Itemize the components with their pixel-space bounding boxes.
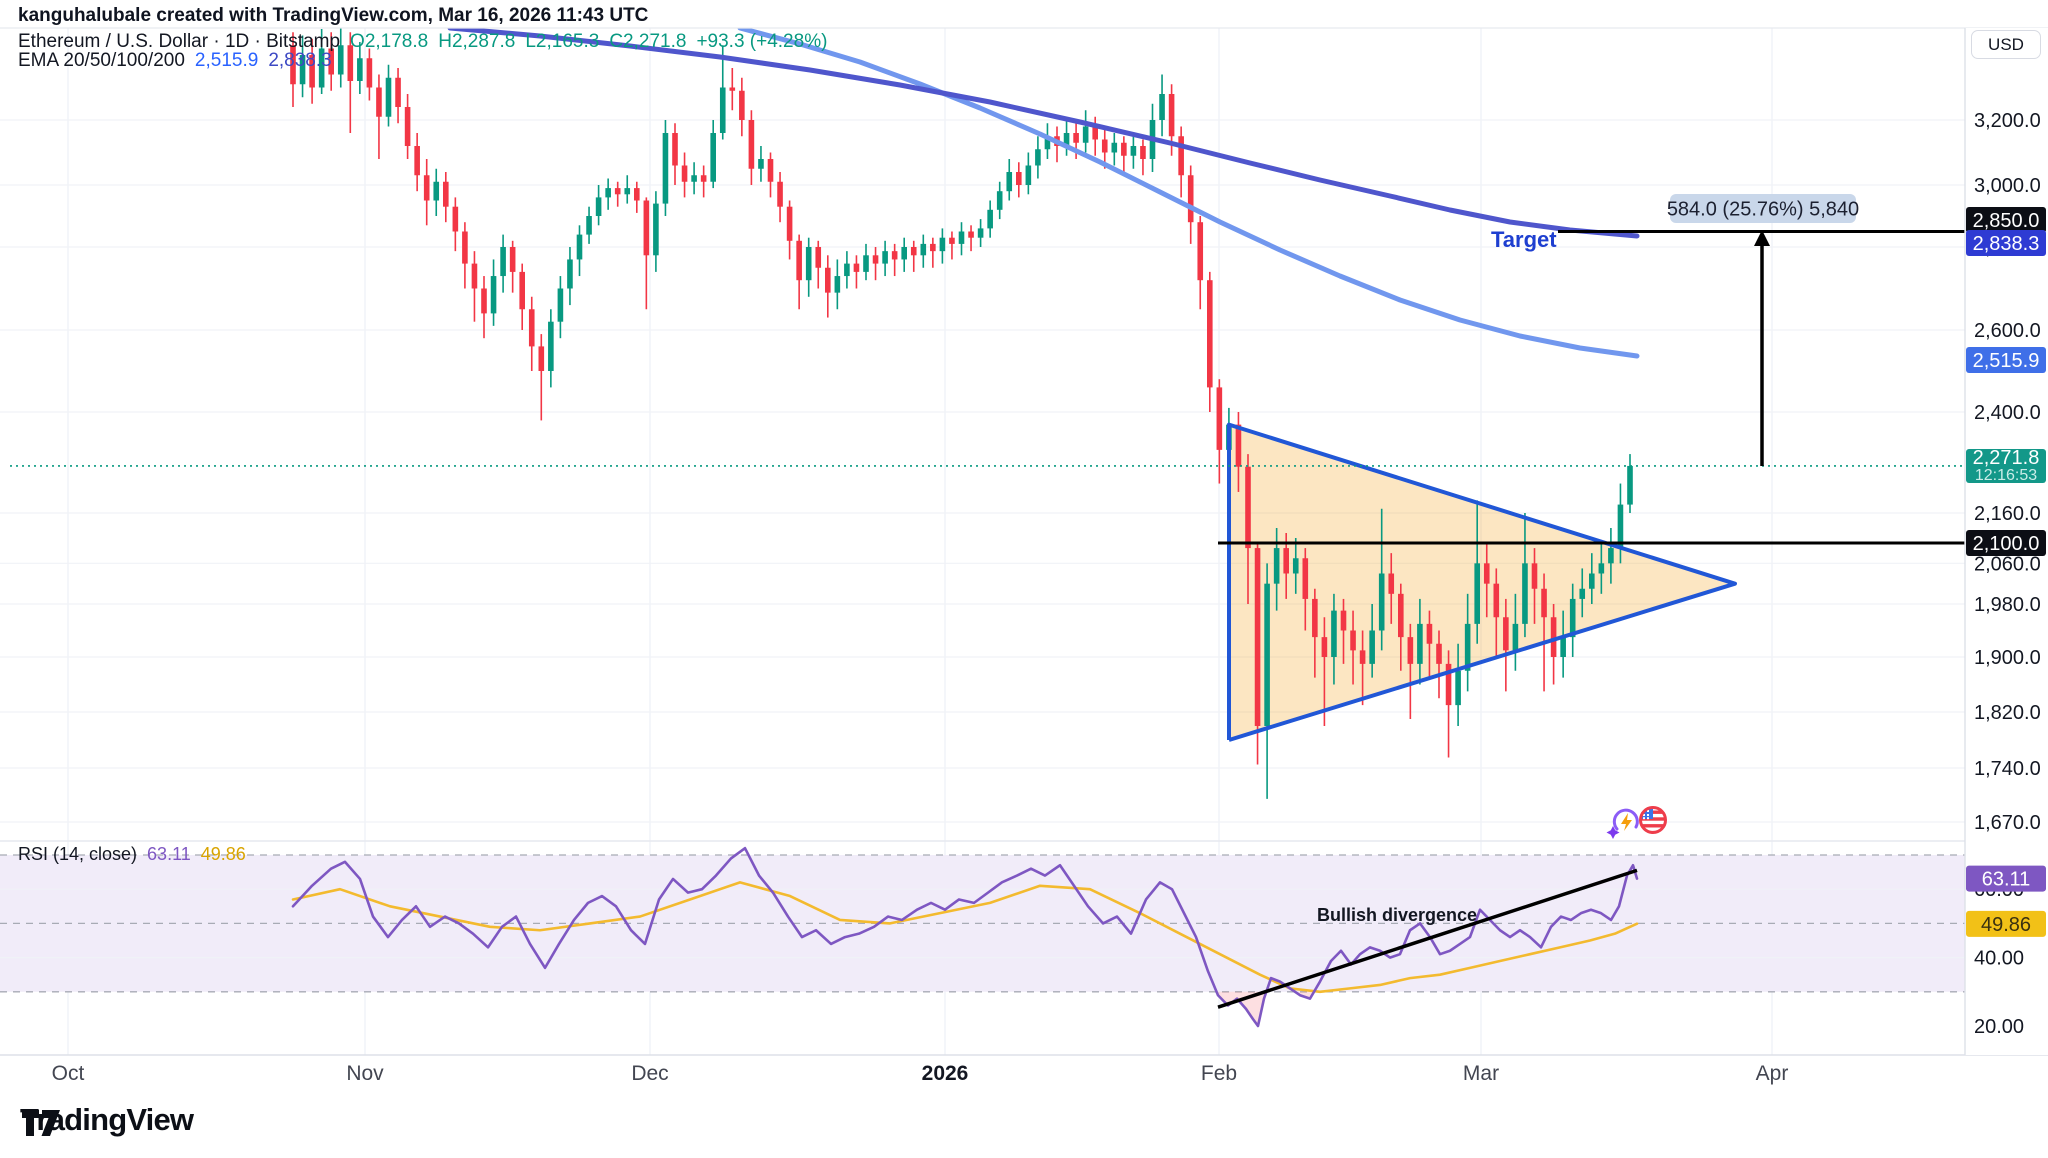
rsi-line bbox=[291, 846, 1639, 1028]
ema-100-line bbox=[737, 28, 1640, 359]
svg-text:2,271.8: 2,271.8 bbox=[1973, 447, 2040, 469]
svg-text:2,838.3: 2,838.3 bbox=[1973, 233, 2040, 255]
price-tick-label: 1,740.0 bbox=[1974, 758, 2041, 780]
price-axis-badge bbox=[1966, 449, 2046, 483]
time-axis[interactable]: Oct Nov Dec 2026 Feb Mar Apr bbox=[52, 1062, 1789, 1085]
time-tick-label: Oct bbox=[52, 1062, 85, 1085]
divergence-label: Bullish divergence bbox=[1317, 905, 1477, 925]
rsi-tick-label: 20.00 bbox=[1974, 1016, 2024, 1038]
event-icons[interactable] bbox=[1606, 806, 1667, 840]
rsi-ma-line bbox=[291, 881, 1639, 994]
triangle-pattern-fill bbox=[1229, 424, 1735, 740]
time-tick-label: Feb bbox=[1201, 1062, 1237, 1085]
price-axis-badge bbox=[1966, 347, 2046, 373]
price-tick-label: 1,670.0 bbox=[1974, 812, 2041, 834]
measure-arrow-head bbox=[1754, 230, 1770, 246]
divergence-trendline bbox=[1217, 868, 1638, 1009]
tradingview-logo-icon bbox=[22, 1110, 60, 1136]
tradingview-logo[interactable]: TradingView bbox=[20, 1102, 194, 1138]
currency-toggle-button[interactable]: USD bbox=[1971, 30, 2041, 59]
time-tick-label: Nov bbox=[346, 1062, 384, 1085]
target-annotation[interactable]: Target 584.0 (25.76%) 5,840 bbox=[1491, 194, 1965, 466]
rsi-axis-badge bbox=[1966, 865, 2046, 892]
price-axis[interactable]: 3,200.03,000.02,800.02,600.02,400.02,160… bbox=[1964, 28, 2048, 1055]
svg-text:2,515.9: 2,515.9 bbox=[1973, 350, 2040, 372]
price-tick-label: 3,000.0 bbox=[1974, 175, 2041, 197]
rsi-oversold-fill bbox=[1216, 991, 1267, 1026]
rsi-axis-badge bbox=[1966, 910, 2046, 937]
ai-spark-event-icon bbox=[1606, 808, 1639, 839]
price-tick-label: 2,600.0 bbox=[1974, 320, 2041, 342]
price-tick-label: 3,200.0 bbox=[1974, 110, 2041, 132]
price-tick-label: 1,820.0 bbox=[1974, 702, 2041, 724]
price-tick-label: 1,900.0 bbox=[1974, 647, 2041, 669]
price-axis-badge bbox=[1966, 207, 2046, 233]
price-tick-label: 1,980.0 bbox=[1974, 594, 2041, 616]
time-tick-label: Mar bbox=[1463, 1062, 1499, 1085]
measure-value-text: 584.0 (25.76%) 5,840 bbox=[1667, 199, 1859, 221]
price-tick-label: 2,400.0 bbox=[1974, 402, 2041, 424]
svg-text:2,850.0: 2,850.0 bbox=[1973, 210, 2040, 232]
triangle-pattern-border bbox=[1227, 422, 1737, 742]
price-axis-badge bbox=[1966, 230, 2046, 256]
target-label: Target bbox=[1491, 227, 1557, 252]
price-tick-label: 2,060.0 bbox=[1974, 553, 2041, 575]
rsi-pane[interactable]: Bullish divergence bbox=[0, 846, 1965, 1028]
svg-text:63.11: 63.11 bbox=[1982, 869, 2031, 891]
price-tick-label: 2,160.0 bbox=[1974, 503, 2041, 525]
grid-lines bbox=[0, 28, 1965, 1055]
time-tick-label: Dec bbox=[631, 1062, 668, 1085]
svg-text:49.86: 49.86 bbox=[1981, 914, 2031, 936]
svg-text:12:16:53: 12:16:53 bbox=[1975, 467, 2037, 484]
ema-200-line bbox=[447, 28, 1640, 239]
price-axis-badge bbox=[1966, 530, 2046, 556]
measure-value-badge bbox=[1670, 194, 1856, 223]
time-tick-label: 2026 bbox=[922, 1062, 969, 1085]
time-tick-label: Apr bbox=[1756, 1062, 1789, 1085]
rsi-tick-label: 40.00 bbox=[1974, 948, 2024, 970]
price-pane[interactable] bbox=[10, 26, 1965, 799]
us-flag-event-icon bbox=[1639, 806, 1667, 834]
svg-text:2,100.0: 2,100.0 bbox=[1973, 533, 2040, 555]
